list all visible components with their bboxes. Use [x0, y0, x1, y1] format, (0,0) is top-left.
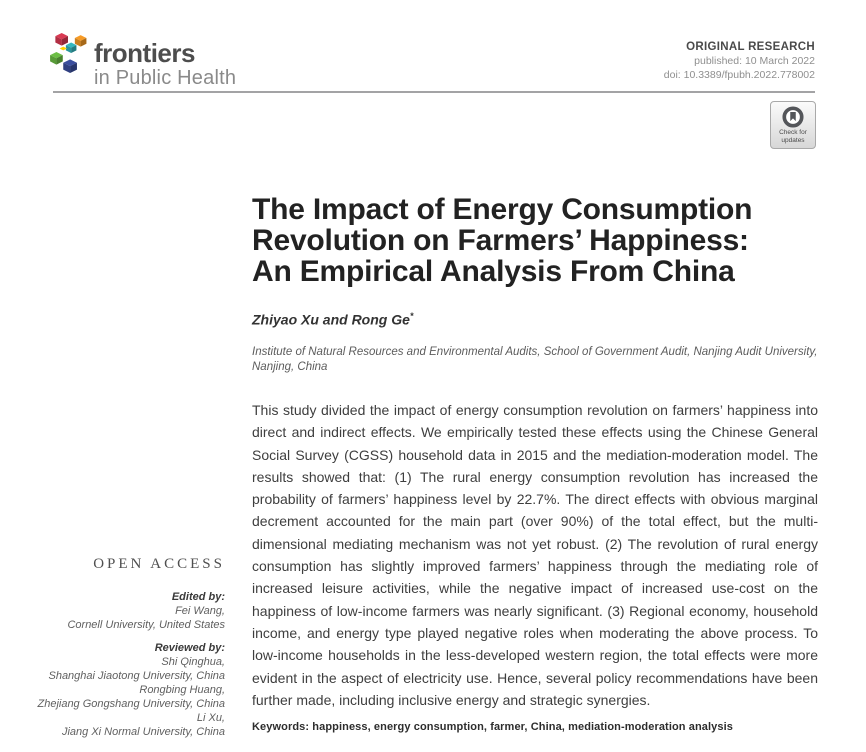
- reviewer-name: Shi Qinghua,: [161, 656, 225, 668]
- article-title-line: Revolution on Farmers’ Happiness:: [252, 224, 749, 257]
- abstract-text: This study divided the impact of energy …: [252, 402, 818, 708]
- journal-wordmark: frontiers in Public Health: [94, 40, 236, 89]
- header-divider: [53, 91, 815, 93]
- article-title-line: An Empirical Analysis From China: [252, 255, 735, 288]
- published-date: published: 10 March 2022: [694, 55, 815, 67]
- journal-name: in Public Health: [94, 67, 237, 89]
- author-names: Zhiyao Xu and Rong Ge: [252, 311, 410, 328]
- cube-red: [55, 33, 68, 46]
- cube-blue: [63, 59, 77, 73]
- edited-by-label: Edited by:: [171, 591, 225, 603]
- article-type-label: ORIGINAL RESEARCH: [686, 41, 815, 53]
- reviewer-affiliation: Zhejiang Gongshang University, China: [37, 698, 225, 710]
- article-title: The Impact of Energy Consumption Revolut…: [252, 194, 830, 287]
- open-access-label: OPEN ACCESS: [93, 556, 225, 572]
- frontiers-logo: frontiers in Public Health: [48, 31, 236, 89]
- cube-green: [50, 51, 63, 65]
- reviewer-name: Li Xu,: [196, 712, 225, 724]
- reviewer-affiliation: Jiang Xi Normal University, China: [61, 726, 225, 738]
- frontiers-cubes-icon: [50, 33, 87, 73]
- corresponding-author-mark: *: [409, 311, 414, 321]
- author-line: Zhiyao Xu and Rong Ge*: [252, 311, 413, 328]
- editor-name: Fei Wang,: [175, 605, 225, 617]
- author-affiliation: Institute of Natural Resources and Envir…: [252, 346, 818, 373]
- crossmark-label: Check for updates: [779, 128, 807, 144]
- doi-text: doi: 10.3389/fpubh.2022.778002: [663, 69, 815, 81]
- article-title-line: The Impact of Energy Consumption: [252, 193, 753, 226]
- reviewer-affiliation: Shanghai Jiaotong University, China: [48, 670, 225, 682]
- reviewed-by-block: Reviewed by: Shi Qinghua, Shanghai Jiaot…: [20, 641, 225, 739]
- cube-yellow: [59, 46, 67, 51]
- editor-affiliation: Cornell University, United States: [67, 619, 225, 631]
- bookmark-circle-icon: [782, 106, 804, 128]
- edited-by-block: Edited by: Fei Wang, Cornell University,…: [20, 590, 225, 632]
- keywords-line: Keywords: happiness, energy consumption,…: [252, 721, 733, 733]
- cube-orange: [74, 35, 87, 47]
- journal-brand-name: frontiers: [94, 38, 195, 68]
- check-for-updates-badge[interactable]: Check for updates: [770, 101, 816, 149]
- reviewed-by-label: Reviewed by:: [154, 642, 225, 654]
- cube-teal: [65, 42, 77, 53]
- article-meta-header: ORIGINAL RESEARCH published: 10 March 20…: [664, 41, 815, 81]
- reviewer-name: Rongbing Huang,: [139, 684, 225, 696]
- article-info-sidebar: OPEN ACCESS Edited by: Fei Wang, Cornell…: [20, 556, 225, 748]
